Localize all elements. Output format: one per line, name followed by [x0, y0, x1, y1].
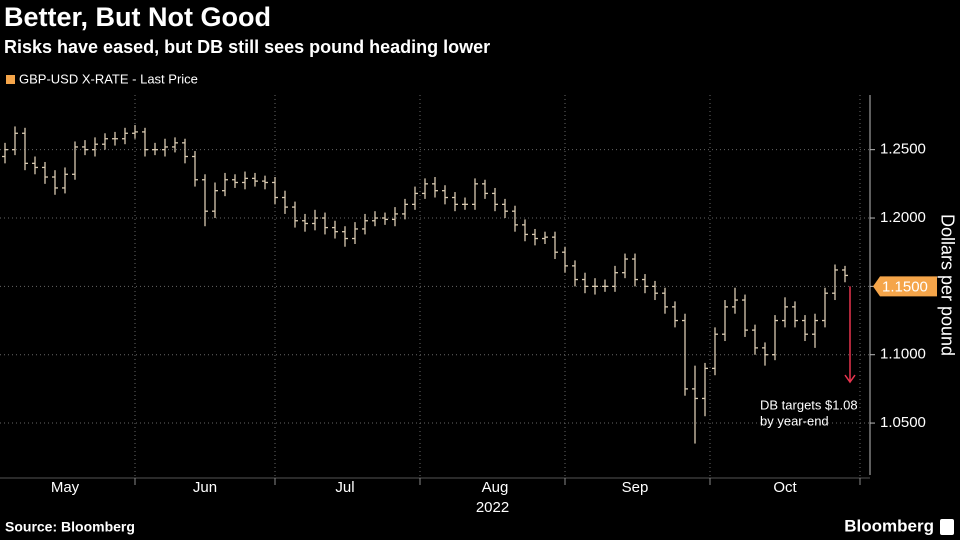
- y-tick-label: 1.2500: [880, 141, 926, 158]
- y-tick-label: 1.1000: [880, 346, 926, 363]
- legend-swatch: [6, 75, 15, 84]
- chart-subtitle: Risks have eased, but DB still sees poun…: [4, 37, 490, 57]
- y-tick-label: 1.2000: [880, 209, 926, 226]
- annotation-text: by year-end: [760, 413, 829, 428]
- chart-title: Better, But Not Good: [4, 2, 271, 32]
- legend-label: GBP-USD X-RATE - Last Price: [19, 71, 198, 86]
- y-axis-label: Dollars per pound: [937, 214, 957, 356]
- x-tick-label: Aug: [482, 479, 509, 496]
- source: Source: Bloomberg: [5, 519, 135, 535]
- x-tick-label: Jul: [335, 479, 354, 496]
- y-tick-label: 1.0500: [880, 414, 926, 431]
- brand: Bloomberg: [844, 516, 934, 535]
- x-tick-label: May: [51, 479, 80, 496]
- x-tick-label: Oct: [773, 479, 797, 496]
- x-group-label: 2022: [476, 499, 509, 516]
- brand-icon: [940, 519, 954, 535]
- x-tick-label: Sep: [622, 479, 649, 496]
- arrow-head: [844, 374, 856, 384]
- last-price-box: [873, 276, 937, 297]
- annotation-text: DB targets $1.08: [760, 397, 858, 412]
- x-tick-label: Jun: [193, 479, 217, 496]
- last-price-label: 1.1500: [882, 278, 928, 295]
